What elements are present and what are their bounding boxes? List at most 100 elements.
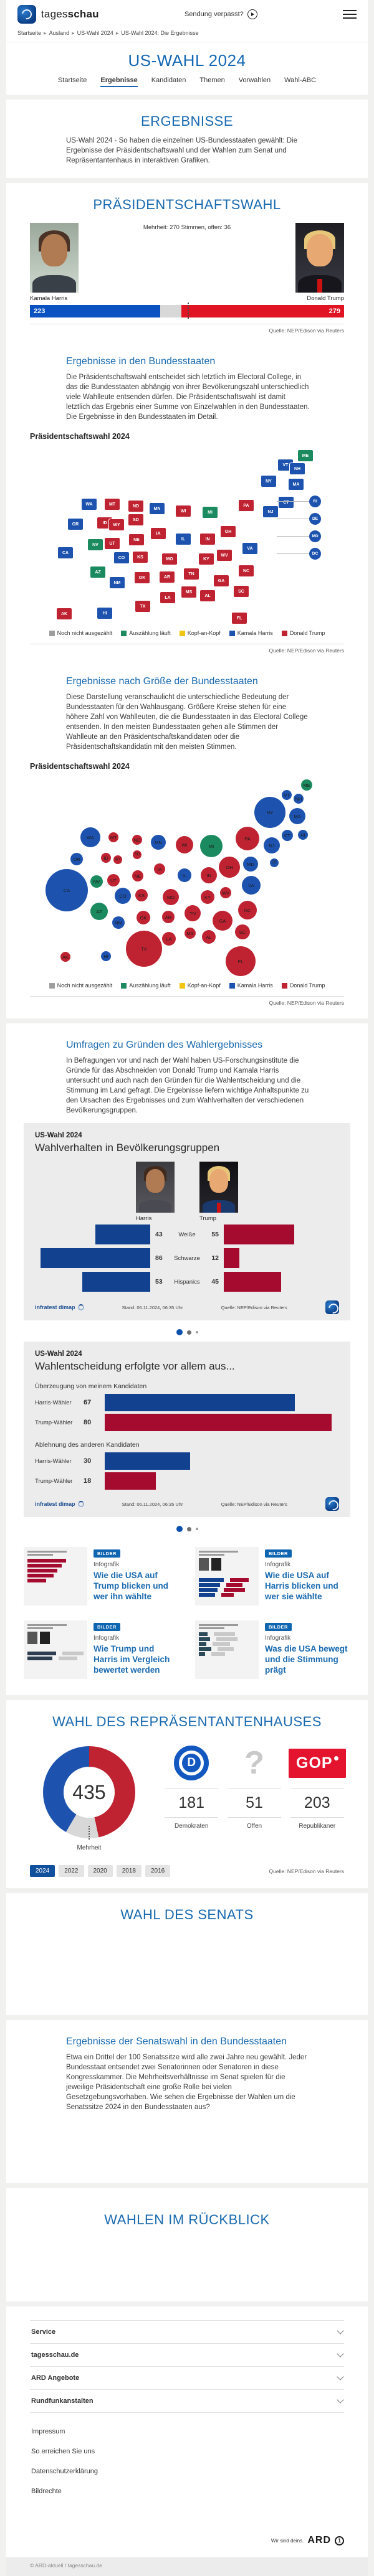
tab-ergebnisse[interactable]: Ergebnisse xyxy=(100,77,138,87)
state-AL[interactable]: AL xyxy=(199,590,216,602)
bubble-KS[interactable]: KS xyxy=(135,889,148,901)
bubble-KY[interactable]: KY xyxy=(201,890,214,904)
state-VA[interactable]: VA xyxy=(242,542,258,555)
state-NV[interactable]: NV xyxy=(87,538,103,551)
bubble-CA[interactable]: CA xyxy=(46,869,88,911)
harris-bar[interactable] xyxy=(95,1225,150,1244)
bubble-AK[interactable]: AK xyxy=(60,952,70,962)
tab-vorwahlen[interactable]: Vorwahlen xyxy=(238,77,271,84)
bubble-FL[interactable]: FL xyxy=(226,946,256,976)
footer-link[interactable]: Datenschutzerklärung xyxy=(31,2468,98,2475)
bubble-ME[interactable]: ME xyxy=(301,779,312,791)
bubble-TX[interactable]: TX xyxy=(126,931,162,967)
carousel-dot-3[interactable] xyxy=(195,1528,198,1530)
footer-link[interactable]: Impressum xyxy=(31,2428,65,2435)
state-GA[interactable]: GA xyxy=(213,575,229,587)
state-SC[interactable]: SC xyxy=(233,585,249,598)
state-KS[interactable]: KS xyxy=(132,551,148,563)
sendung-verpasst-link[interactable]: Sendung verpasst? xyxy=(185,9,257,19)
carousel-dot-2[interactable] xyxy=(186,1526,191,1531)
state-MO[interactable]: MO xyxy=(161,553,178,565)
bubble-NE[interactable]: NE xyxy=(132,870,143,881)
trump-bar[interactable] xyxy=(224,1225,294,1244)
bubble-MO[interactable]: MO xyxy=(163,889,179,905)
state-MA[interactable]: MA xyxy=(288,478,304,491)
bubble-WV[interactable]: WV xyxy=(220,887,231,898)
state-MD[interactable]: MD xyxy=(309,530,321,542)
bubble-RI[interactable]: RI xyxy=(298,830,308,840)
bubble-DE[interactable]: DE xyxy=(270,858,279,867)
bubble-MS[interactable]: MS xyxy=(185,928,196,939)
state-OR[interactable]: OR xyxy=(67,518,84,530)
bubble-VA[interactable]: VA xyxy=(242,876,261,895)
teaser-mood[interactable]: BILDER Infografik Was die USA bewegt und d… xyxy=(195,1620,350,1679)
bubble-VT[interactable]: VT xyxy=(282,790,292,800)
state-AR[interactable]: AR xyxy=(159,571,175,583)
breadcrumb-item[interactable]: US-Wahl 2024 xyxy=(77,30,113,36)
state-ME[interactable]: ME xyxy=(297,449,314,462)
carousel-dot-3[interactable] xyxy=(195,1331,198,1333)
state-IN[interactable]: IN xyxy=(199,533,216,545)
year-2022[interactable]: 2022 xyxy=(59,1865,84,1877)
state-MN[interactable]: MN xyxy=(149,502,165,515)
accordion-ard-angebote[interactable]: ARD Angebote xyxy=(30,2366,344,2389)
state-TX[interactable]: TX xyxy=(135,600,151,613)
bubble-CT[interactable]: CT xyxy=(282,830,293,841)
state-MS[interactable]: MS xyxy=(181,586,197,598)
tab-kandidaten[interactable]: Kandidaten xyxy=(151,77,186,84)
state-WV[interactable]: WV xyxy=(216,549,233,562)
bubble-ID[interactable]: ID xyxy=(101,853,111,863)
tab-startseite[interactable]: Startseite xyxy=(57,77,87,84)
bubble-TN[interactable]: TN xyxy=(185,905,201,921)
house-donut-chart[interactable]: 435 xyxy=(43,1746,135,1840)
harris-bar[interactable] xyxy=(105,1394,295,1411)
footer-link[interactable]: Bildrechte xyxy=(31,2488,62,2495)
footer-link[interactable]: So erreichen Sie uns xyxy=(31,2448,95,2455)
year-2020[interactable]: 2020 xyxy=(87,1865,113,1877)
bubble-NM[interactable]: NM xyxy=(112,916,125,929)
breadcrumb-item[interactable]: Startseite xyxy=(17,30,42,36)
harris-bar[interactable] xyxy=(40,1248,150,1268)
teaser-compare[interactable]: BILDER Infografik Wie die USA auf Harris b… xyxy=(195,1547,350,1605)
bubble-AL[interactable]: AL xyxy=(202,930,216,944)
bubble-MT[interactable]: MT xyxy=(108,832,118,842)
state-NH[interactable]: NH xyxy=(289,463,305,475)
year-2016[interactable]: 2016 xyxy=(145,1865,171,1877)
state-TN[interactable]: TN xyxy=(183,568,199,580)
open-bar-segment[interactable] xyxy=(160,305,181,317)
state-NJ[interactable]: NJ xyxy=(262,505,279,518)
bubble-NH[interactable]: NH xyxy=(294,794,304,804)
accordion-rundfunkanstalten[interactable]: Rundfunkanstalten xyxy=(30,2389,344,2413)
tab-themen[interactable]: Themen xyxy=(199,77,225,84)
carousel-dot-2[interactable] xyxy=(186,1330,191,1335)
teaser-bars-red[interactable]: BILDER Infografik Wie die USA auf Trump bl… xyxy=(24,1547,179,1605)
bubble-AR[interactable]: AR xyxy=(162,911,175,923)
state-OK[interactable]: OK xyxy=(134,571,150,584)
state-WA[interactable]: WA xyxy=(81,498,97,510)
bubble-OR[interactable]: OR xyxy=(70,853,83,865)
state-NM[interactable]: NM xyxy=(109,576,125,589)
state-FL[interactable]: FL xyxy=(231,612,247,624)
state-ND[interactable]: ND xyxy=(128,500,144,512)
state-WY[interactable]: WY xyxy=(108,519,125,531)
bubble-NC[interactable]: NC xyxy=(238,901,257,919)
bubble-UT[interactable]: UT xyxy=(107,874,120,886)
bubble-SC[interactable]: SC xyxy=(235,924,250,939)
accordion-service[interactable]: Service xyxy=(30,2320,344,2343)
state-RI[interactable]: RI xyxy=(309,496,321,507)
tagesschau-logo[interactable]: tagesschau xyxy=(17,5,99,24)
bubble-MA[interactable]: MA xyxy=(289,808,305,824)
play-icon[interactable] xyxy=(247,9,257,19)
state-DC[interactable]: DC xyxy=(309,548,321,560)
trump-bar[interactable] xyxy=(224,1248,239,1268)
state-CO[interactable]: CO xyxy=(113,552,130,564)
state-IL[interactable]: IL xyxy=(175,533,191,545)
breadcrumb-item[interactable]: Ausland xyxy=(49,30,70,36)
bubble-HI[interactable]: HI xyxy=(101,951,111,961)
trump-bar[interactable] xyxy=(105,1472,156,1490)
state-SD[interactable]: SD xyxy=(128,514,144,526)
bubble-IL[interactable]: IL xyxy=(178,868,191,882)
bubble-NV[interactable]: NV xyxy=(90,875,103,888)
trump-bar[interactable] xyxy=(224,1272,282,1292)
bubble-NY[interactable]: NY xyxy=(254,797,285,828)
